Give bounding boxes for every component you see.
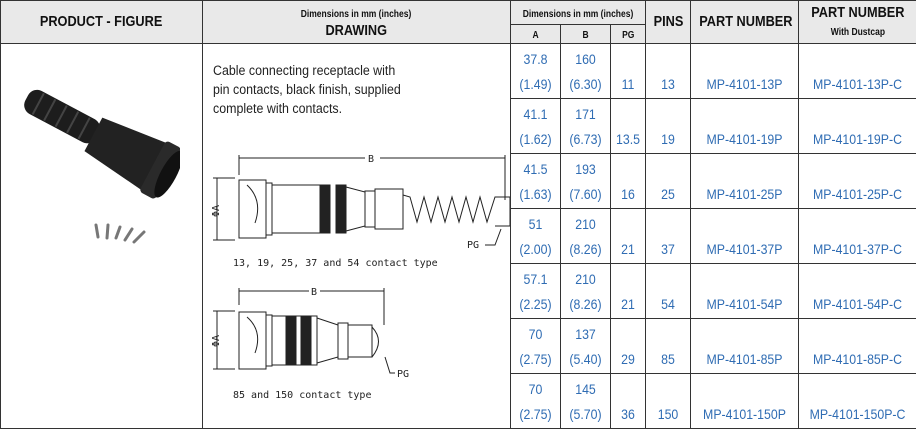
part-number-dustcap-cell: MP-4101-25P-C bbox=[799, 154, 916, 209]
pg-cell: 13.5 bbox=[611, 99, 646, 154]
dim-a-cell: 37.8(1.49) bbox=[511, 44, 561, 99]
dim-b-cell: 210(8.26) bbox=[561, 264, 611, 319]
dim-b-cell: 160(6.30) bbox=[561, 44, 611, 99]
technical-drawing: B ΦA PG 13, 19, 25, 37 and 54 contact ty… bbox=[205, 145, 510, 405]
pins-cell: 85 bbox=[646, 319, 691, 374]
pg-cell: 36 bbox=[611, 374, 646, 429]
part-number-cell: MP-4101-19P bbox=[691, 99, 799, 154]
part-number-cell: MP-4101-85P bbox=[691, 319, 799, 374]
svg-text:13, 19, 25, 37 and 54 contact: 13, 19, 25, 37 and 54 contact type bbox=[233, 258, 438, 269]
pg-cell: 21 bbox=[611, 209, 646, 264]
header-b: B bbox=[561, 25, 611, 44]
dim-b-label: B bbox=[368, 154, 374, 165]
part-number-cell: MP-4101-150P bbox=[691, 374, 799, 429]
part-number-dustcap-cell: MP-4101-85P-C bbox=[799, 319, 916, 374]
svg-text:PG: PG bbox=[397, 369, 409, 380]
header-a: A bbox=[511, 25, 561, 44]
dim-a-cell: 41.1(1.62) bbox=[511, 99, 561, 154]
svg-text:85 and 150 contact type: 85 and 150 contact type bbox=[233, 390, 371, 401]
part-number-cell: MP-4101-37P bbox=[691, 209, 799, 264]
pg-cell: 29 bbox=[611, 319, 646, 374]
part-number-dustcap-cell: MP-4101-37P-C bbox=[799, 209, 916, 264]
part-number-dustcap-cell: MP-4101-13P-C bbox=[799, 44, 916, 99]
dim-b-cell: 137(5.40) bbox=[561, 319, 611, 374]
dim-b-cell: 210(8.26) bbox=[561, 209, 611, 264]
dim-a-cell: 70(2.75) bbox=[511, 374, 561, 429]
pins-cell: 37 bbox=[646, 209, 691, 264]
pg-cell: 11 bbox=[611, 44, 646, 99]
part-number-dustcap-cell: MP-4101-19P-C bbox=[799, 99, 916, 154]
dim-a-cell: 41.5(1.63) bbox=[511, 154, 561, 209]
dim-a-cell: 57.1(2.25) bbox=[511, 264, 561, 319]
part-number-cell: MP-4101-54P bbox=[691, 264, 799, 319]
pins-cell: 54 bbox=[646, 264, 691, 319]
header-part-number: PART NUMBER bbox=[691, 1, 799, 44]
pg-cell: 21 bbox=[611, 264, 646, 319]
header-pg: PG bbox=[611, 25, 646, 44]
pg-cell: 16 bbox=[611, 154, 646, 209]
part-number-cell: MP-4101-25P bbox=[691, 154, 799, 209]
svg-text:ΦA: ΦA bbox=[211, 205, 222, 217]
dim-b-cell: 193(7.60) bbox=[561, 154, 611, 209]
part-number-cell: MP-4101-13P bbox=[691, 44, 799, 99]
dim-b-cell: 145(5.70) bbox=[561, 374, 611, 429]
pins-cell: 25 bbox=[646, 154, 691, 209]
part-number-dustcap-cell: MP-4101-150P-C bbox=[799, 374, 916, 429]
header-drawing: Dimensions in mm (inches)DRAWING bbox=[203, 1, 511, 44]
svg-text:ΦA: ΦA bbox=[211, 335, 222, 347]
connector-photo bbox=[10, 75, 180, 255]
header-pins: PINS bbox=[646, 1, 691, 44]
svg-text:PG: PG bbox=[467, 240, 479, 251]
header-product-figure: PRODUCT - FIGURE bbox=[1, 1, 203, 44]
pins-cell: 13 bbox=[646, 44, 691, 99]
header-dimensions: Dimensions in mm (inches) bbox=[511, 1, 646, 25]
dim-a-cell: 51(2.00) bbox=[511, 209, 561, 264]
pins-cell: 150 bbox=[646, 374, 691, 429]
dim-a-cell: 70(2.75) bbox=[511, 319, 561, 374]
svg-text:B: B bbox=[311, 287, 317, 298]
dim-b-cell: 171(6.73) bbox=[561, 99, 611, 154]
part-number-dustcap-cell: MP-4101-54P-C bbox=[799, 264, 916, 319]
pins-cell: 19 bbox=[646, 99, 691, 154]
